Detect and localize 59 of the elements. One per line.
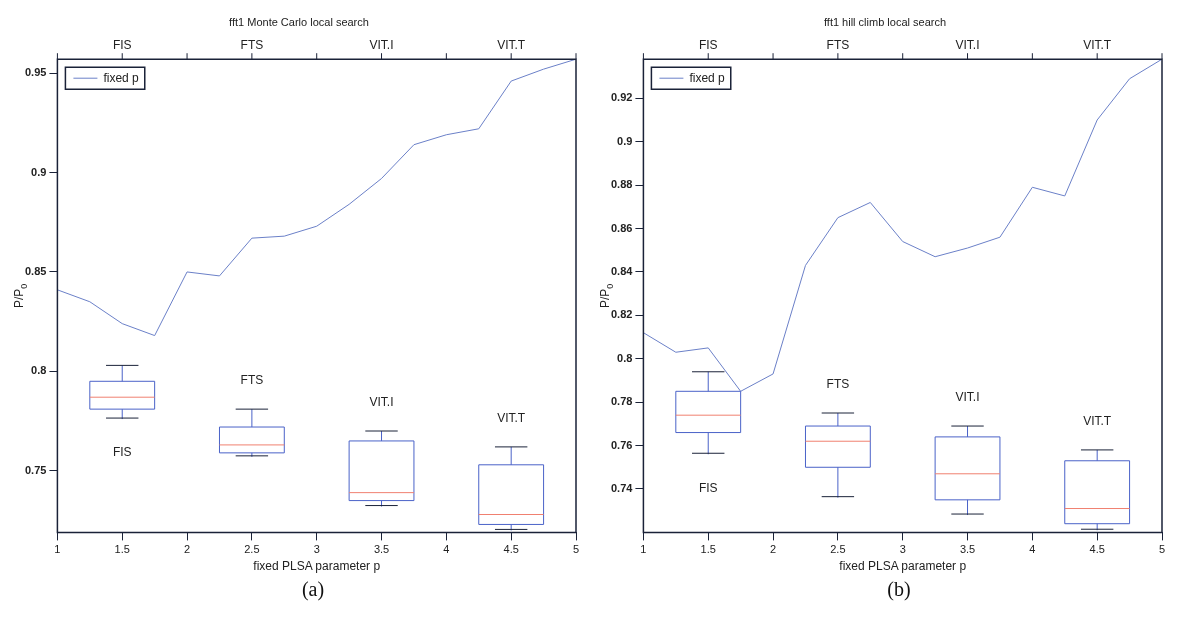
x-tick-label: 2 [769,543,777,556]
x-tick-label: 4 [1029,543,1036,556]
x-tick-label: 2 [183,543,191,556]
x-tick-label: 2.5 [244,543,260,556]
y-tick-label: 0.74 [610,482,634,495]
x-tick-label: 2.5 [830,543,846,556]
y-tick-label: 0.92 [610,91,633,104]
y-tick-label: 0.9 [31,165,47,178]
annotation: VIT.T [1083,414,1112,429]
x-tick-label: 5 [572,543,580,556]
annotation: FTS [826,377,850,392]
y-axis-title: P/P0 [12,283,29,308]
x-tick-label: 1.5 [114,543,130,556]
chart-title: fft1 Monte Carlo local search [229,15,369,28]
y-tick-label: 0.8 [31,364,47,377]
y-axis-title: P/P0 [598,283,615,308]
text: VIT.T [497,37,526,52]
text: FTS [826,37,850,52]
annotation: VIT.I [369,395,394,410]
x-tick-label: 3 [899,543,906,556]
legend-label: fixed p [103,70,140,85]
x-tick-label: 1 [640,543,647,556]
text: FTS [240,37,264,52]
y-tick-label: 0.95 [24,66,47,79]
y-tick-label: 0.84 [610,264,634,277]
legend-label: fixed p [689,70,726,85]
annotation: VIT.I [955,390,980,405]
text: (a) [301,578,325,601]
y-tick-label: 0.82 [610,308,633,321]
x-tick-label: 3 [313,543,320,556]
chart-title: fft1 hill climb local search [823,15,947,28]
y-tick-label: 0.76 [610,438,633,451]
x-tick-label: 3.5 [373,543,390,556]
annotation: FIS [112,445,132,460]
y-tick-label: 0.78 [610,395,633,408]
text: FIS [112,37,132,52]
y-tick-label: 0.85 [24,264,47,277]
y-tick-label: 0.88 [610,178,633,191]
text: VIT.I [955,37,980,52]
annotation: FTS [240,373,264,388]
x-tick-label: 5 [1158,543,1166,556]
x-axis-title: fixed PLSA parameter p [839,559,967,574]
text: (b) [887,578,911,601]
y-tick-label: 0.9 [617,134,633,147]
x-axis-title: fixed PLSA parameter p [253,559,381,574]
x-tick-label: 4.5 [503,543,519,556]
annotation: FIS [698,480,718,495]
x-tick-label: 1.5 [700,543,716,556]
y-tick-label: 0.8 [617,351,633,364]
text: VIT.I [369,37,394,52]
x-tick-label: 1 [54,543,61,556]
text: FIS [698,37,718,52]
text: VIT.T [1083,37,1112,52]
annotation: VIT.T [497,411,526,426]
y-tick-label: 0.86 [610,221,633,234]
x-tick-label: 3.5 [959,543,976,556]
x-tick-label: 4.5 [1089,543,1105,556]
x-tick-label: 4 [443,543,450,556]
y-tick-label: 0.75 [24,463,47,476]
